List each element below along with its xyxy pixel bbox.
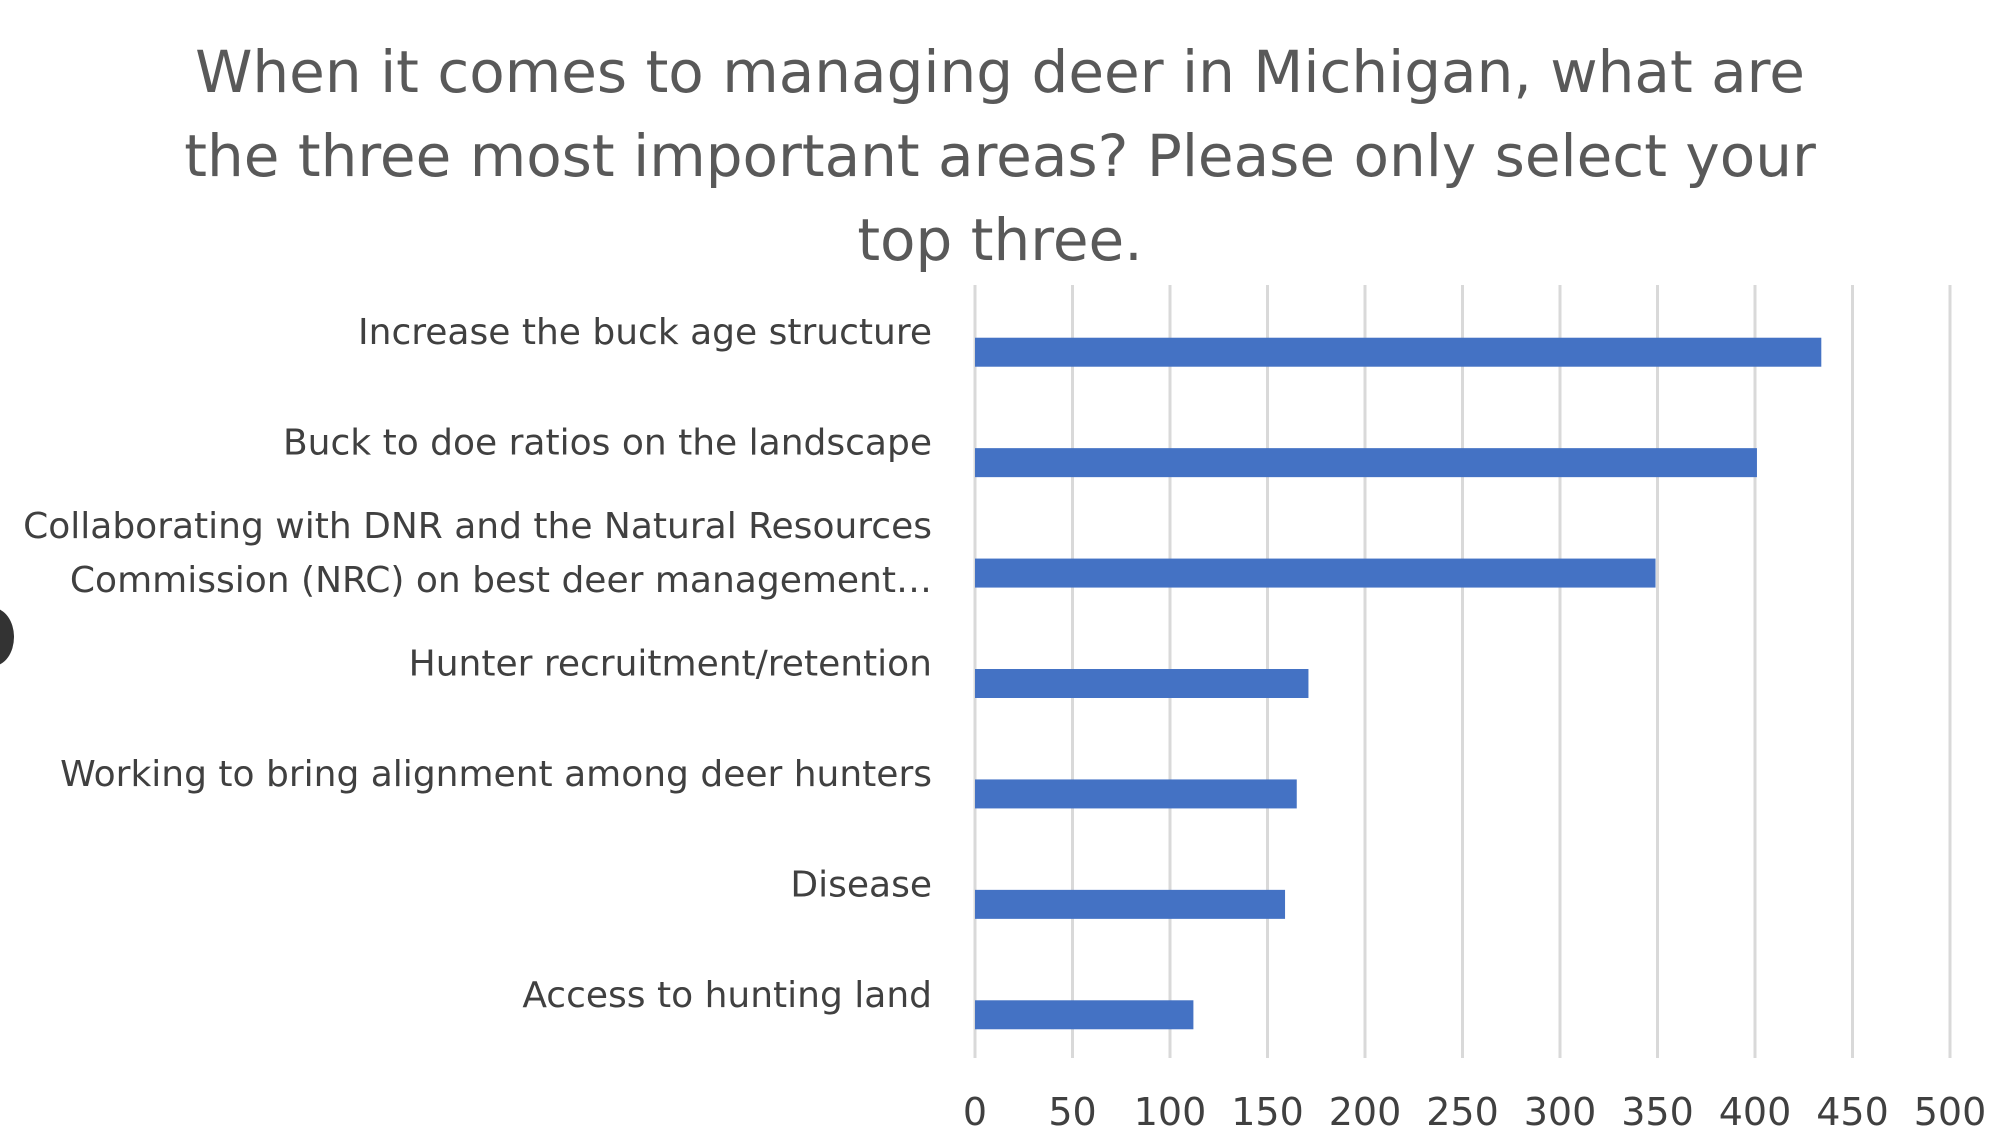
bar bbox=[975, 558, 1656, 588]
bar bbox=[975, 779, 1297, 809]
x-tick-label: 50 bbox=[1048, 1090, 1096, 1134]
x-tick-label: 150 bbox=[1231, 1090, 1304, 1134]
x-tick-label: 300 bbox=[1524, 1090, 1597, 1134]
category-label: Hunter recruitment/retention bbox=[409, 644, 932, 685]
bar bbox=[975, 1000, 1194, 1030]
x-tick-label: 250 bbox=[1426, 1090, 1499, 1134]
x-tick-label: 400 bbox=[1719, 1090, 1792, 1134]
x-tick-label: 450 bbox=[1816, 1090, 1889, 1134]
slide-edge-dot bbox=[0, 608, 14, 666]
category-label: Collaborating with DNR and the Natural R… bbox=[23, 506, 932, 547]
chart-title: When it comes to managing deer in Michig… bbox=[184, 38, 1816, 274]
category-label: Increase the buck age structure bbox=[358, 312, 932, 353]
category-label: Buck to doe ratios on the landscape bbox=[283, 423, 932, 464]
x-tick-label: 100 bbox=[1134, 1090, 1207, 1134]
bar bbox=[975, 669, 1309, 698]
x-tick-label: 350 bbox=[1621, 1090, 1694, 1134]
bar bbox=[975, 448, 1757, 478]
category-label: Disease bbox=[790, 864, 932, 905]
x-tick-label: 200 bbox=[1329, 1090, 1402, 1134]
bars bbox=[975, 337, 1822, 1030]
x-tick-label: 0 bbox=[963, 1090, 987, 1134]
bar bbox=[975, 337, 1822, 367]
category-label: Working to bring alignment among deer hu… bbox=[60, 754, 932, 795]
x-axis-ticks: 0 50 100 150 200 250 300 350 400 450 500 bbox=[963, 1090, 1986, 1134]
category-labels: Increase the buck age structure Buck to d… bbox=[23, 312, 932, 1016]
category-label: Commission (NRC) on best deer management… bbox=[70, 560, 932, 601]
category-label: Access to hunting land bbox=[522, 975, 932, 1016]
bar bbox=[975, 889, 1286, 919]
x-tick-label: 500 bbox=[1914, 1090, 1987, 1134]
